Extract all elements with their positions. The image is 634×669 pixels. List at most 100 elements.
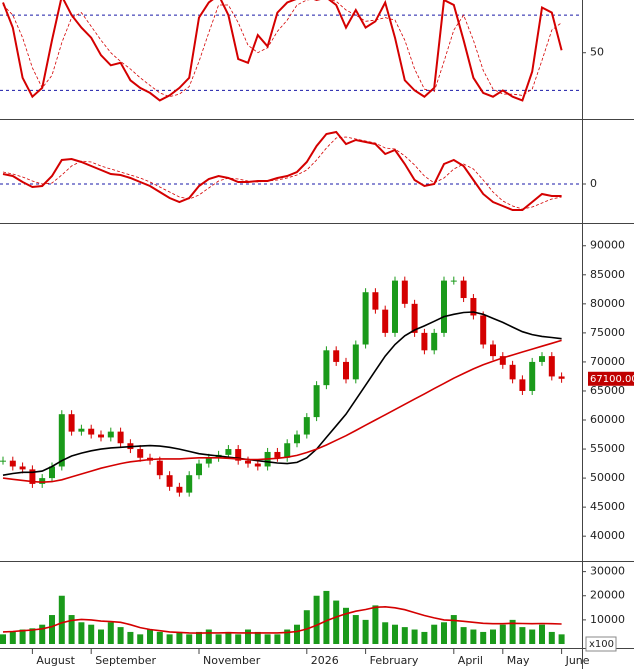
volume-bar (0, 634, 6, 644)
candle-body (450, 280, 457, 282)
volume-bar (509, 619, 516, 644)
volume-bar (333, 600, 340, 644)
candle-body (401, 280, 408, 304)
volume-bar (352, 615, 359, 644)
y-tick-label: 55000 (590, 442, 625, 455)
volume-bar (362, 619, 369, 644)
candle-body (29, 469, 36, 484)
y-tick-label: 70000 (590, 355, 625, 368)
series-line (2, 0, 563, 102)
candle-body (205, 457, 212, 464)
last-price-label: 67100.00 (590, 374, 634, 385)
volume-bar (303, 610, 310, 644)
volume-bar (49, 615, 55, 644)
volume-bar (460, 627, 467, 644)
volume-bar (98, 629, 104, 644)
unit-box (585, 636, 617, 652)
volume-bar (9, 631, 16, 644)
candle-body (156, 460, 163, 476)
volume-bar (68, 615, 75, 644)
volume-bar (176, 631, 183, 644)
candle-body (519, 379, 526, 391)
candle-body (323, 350, 330, 386)
volume-bar (215, 634, 222, 644)
candle-body (176, 486, 183, 493)
x-tick-label: May (507, 654, 530, 667)
candle-body (372, 292, 379, 310)
volume-bar (147, 629, 153, 644)
y-tick-label: 30000 (590, 565, 625, 578)
candle-body (88, 428, 95, 435)
series-line (2, 311, 562, 476)
volume-bar (284, 629, 291, 644)
volume-bar (29, 628, 36, 644)
candle-body (58, 414, 65, 467)
volume-bar (480, 631, 487, 644)
x-tick-label: 2026 (311, 654, 339, 667)
y-tick-label: 10000 (590, 613, 625, 626)
y-tick-label: 45000 (590, 500, 625, 513)
y-tick-label: 60000 (590, 413, 625, 426)
candle-body (245, 460, 251, 464)
candle-body (0, 460, 6, 462)
candle-body (303, 417, 310, 435)
candle-body (39, 478, 46, 484)
volume-bar (235, 634, 242, 644)
volume-bar (343, 607, 349, 644)
volume-bar (166, 634, 173, 644)
candle-body (352, 344, 359, 380)
series-line (2, 339, 562, 484)
volume-bar (78, 622, 85, 644)
volume-bar (19, 629, 26, 644)
candle-body (235, 449, 242, 461)
volume-bar (39, 624, 46, 644)
volume-bar (548, 631, 555, 644)
volume-bar (254, 631, 261, 644)
volume-bar (196, 631, 202, 644)
candle-body (19, 466, 26, 470)
candle-body (284, 443, 291, 458)
volume-bar (441, 622, 447, 644)
candle-body (431, 332, 438, 351)
volume-bar (294, 624, 300, 644)
volume-bar (127, 631, 134, 644)
volume-bar (470, 629, 477, 644)
x-tick-label: August (36, 654, 75, 667)
x-tick-label: November (203, 654, 261, 667)
candle-body (392, 280, 398, 333)
series-line (2, 130, 562, 211)
candle-body (186, 475, 193, 493)
candle-body (137, 449, 144, 458)
candle-body (411, 303, 418, 333)
candle-body (313, 385, 320, 418)
candle-body (225, 449, 232, 455)
volume-bar (519, 627, 526, 644)
candle-body (294, 434, 300, 444)
volume-bar (107, 622, 114, 644)
volume-bar (323, 590, 330, 644)
volume-bar (264, 634, 271, 644)
volume-bar (88, 624, 95, 644)
y-tick-label: 50 (590, 46, 604, 59)
volume-bar (225, 631, 232, 644)
volume-bar (137, 634, 144, 644)
candle-body (421, 332, 428, 351)
candle-body (548, 356, 555, 377)
x-tick-label: April (458, 654, 483, 667)
volume-bar (539, 624, 545, 644)
candle-body (499, 356, 506, 365)
candle-body (441, 280, 447, 333)
volume-bar (499, 624, 506, 644)
candle-body (558, 376, 565, 379)
unit-label: x100 (589, 639, 614, 650)
candle-body (509, 364, 516, 380)
candle-body (98, 434, 104, 438)
volume-bar (382, 622, 389, 644)
candle-body (68, 414, 75, 432)
candle-body (49, 466, 55, 479)
y-tick-label: 85000 (590, 268, 625, 281)
volume-bar (245, 629, 251, 644)
candle-body (107, 431, 114, 438)
series-line (2, 0, 562, 98)
